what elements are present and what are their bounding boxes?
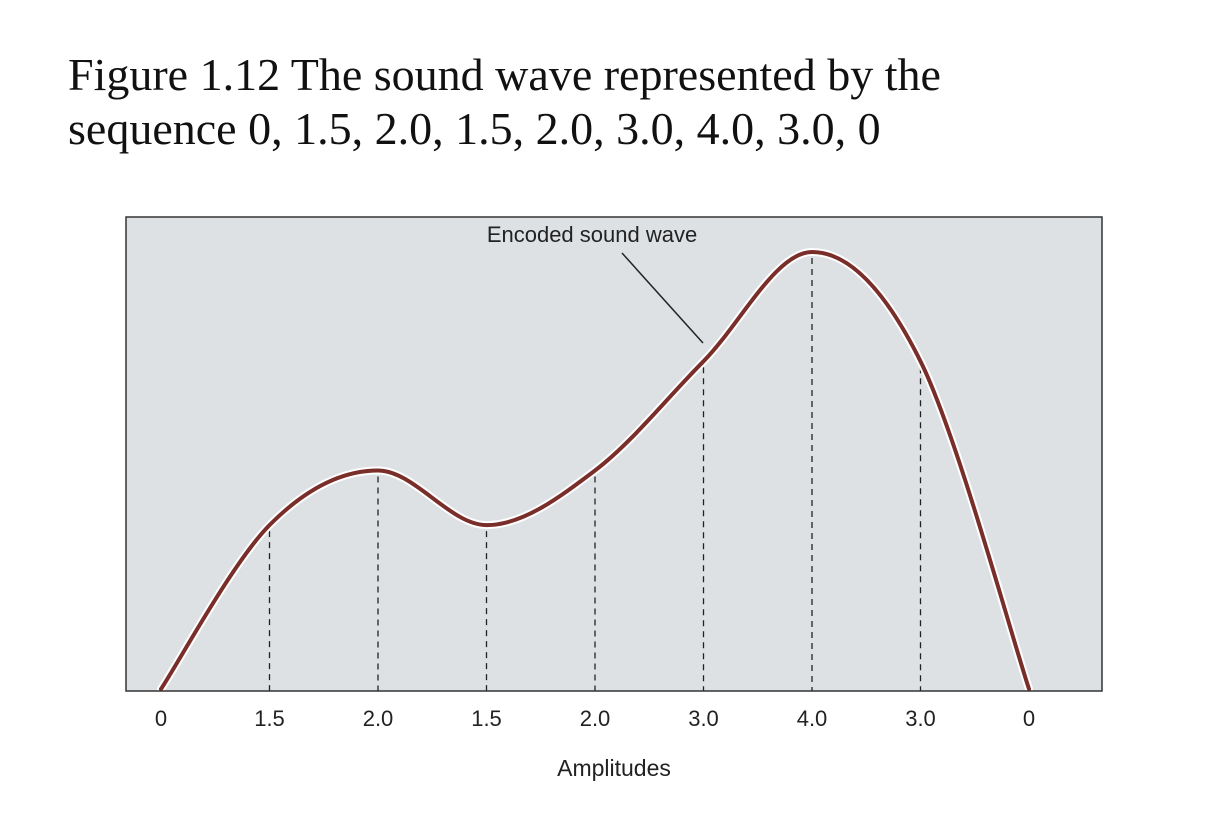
x-tick-label-4: 2.0 — [580, 706, 611, 731]
caption-line-2: sequence 0, 1.5, 2.0, 1.5, 2.0, 3.0, 4.0… — [68, 103, 881, 154]
caption-line-1: Figure 1.12 The sound wave represented b… — [68, 49, 941, 100]
sound-wave-curve — [159, 249, 1031, 691]
x-tick-label-6: 4.0 — [797, 706, 828, 731]
drop-lines — [268, 258, 922, 691]
annotation-leader-line — [621, 252, 704, 344]
x-tick-label-5: 3.0 — [688, 706, 719, 731]
x-tick-label-7: 3.0 — [905, 706, 936, 731]
annotation-label: Encoded sound wave — [487, 222, 697, 247]
x-tick-label-2: 2.0 — [363, 706, 394, 731]
x-axis-title: Amplitudes — [557, 755, 671, 781]
figure-caption: Figure 1.12 The sound wave represented b… — [68, 48, 1168, 156]
plot-frame — [125, 216, 1103, 692]
x-tick-label-0: 0 — [155, 706, 167, 731]
x-axis-tick-labels: 0 1.5 2.0 1.5 2.0 3.0 4.0 3.0 0 — [155, 706, 1035, 731]
x-tick-label-8: 0 — [1023, 706, 1035, 731]
x-tick-label-3: 1.5 — [471, 706, 502, 731]
x-tick-label-1: 1.5 — [254, 706, 285, 731]
